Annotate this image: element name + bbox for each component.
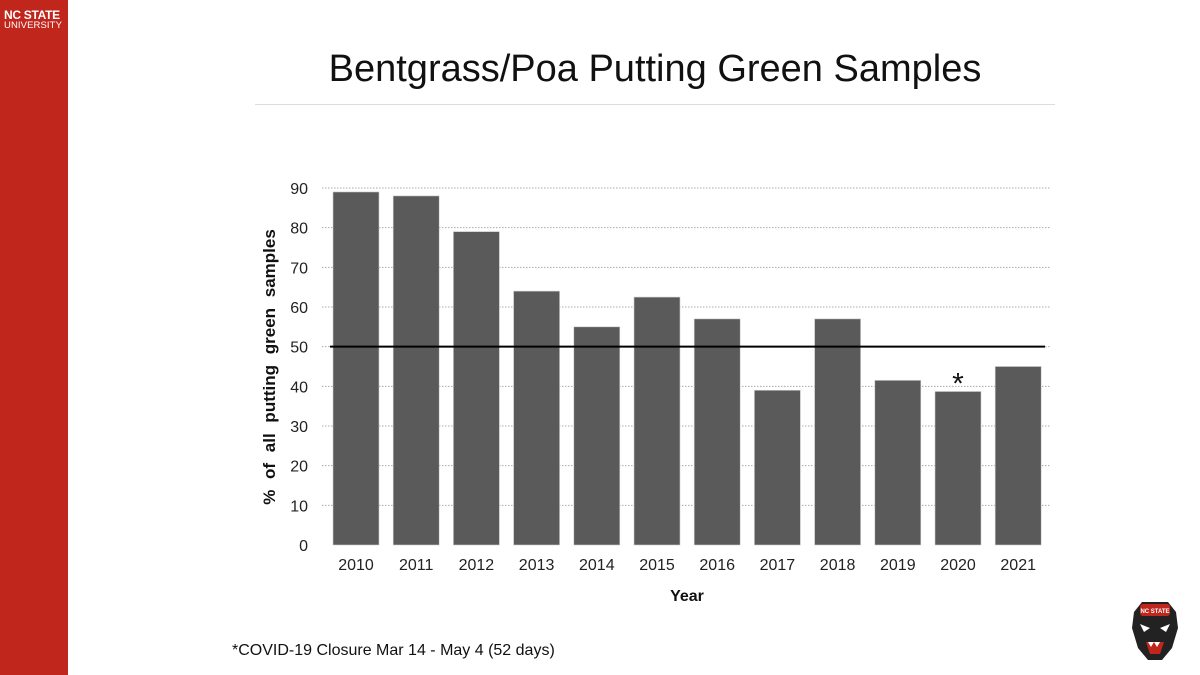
x-tick-label: 2012 xyxy=(459,557,495,574)
bar-2019 xyxy=(874,380,922,546)
y-tick-label: 20 xyxy=(290,459,308,476)
bar-2015 xyxy=(633,296,681,546)
x-tick-label: 2016 xyxy=(699,557,735,574)
bar-2020 xyxy=(934,391,982,546)
bar-2011 xyxy=(392,195,440,546)
x-tick-label: 2021 xyxy=(1000,557,1036,574)
brand-sidebar: NC STATE UNIVERSITY xyxy=(0,0,68,675)
y-axis-label: % of all putting green samples xyxy=(260,229,279,505)
y-tick-label: 30 xyxy=(290,419,308,436)
nc-state-logo: NC STATE UNIVERSITY xyxy=(4,9,62,31)
y-tick-label: 50 xyxy=(290,340,308,357)
y-tick-label: 40 xyxy=(290,379,308,396)
x-tick-label: 2013 xyxy=(519,557,555,574)
x-tick-label: 2015 xyxy=(639,557,675,574)
y-tick-label: 70 xyxy=(290,260,308,277)
x-tick-label: 2010 xyxy=(338,557,374,574)
footnote: *COVID-19 Closure Mar 14 - May 4 (52 day… xyxy=(232,642,555,659)
x-tick-label: 2014 xyxy=(579,557,615,574)
bar-2021 xyxy=(994,366,1042,546)
svg-text:NC STATE: NC STATE xyxy=(1140,609,1169,615)
x-tick-label: 2017 xyxy=(760,557,796,574)
y-tick-label: 80 xyxy=(290,221,308,238)
bar-annotation: * xyxy=(952,367,964,400)
bar-2012 xyxy=(453,231,500,546)
bar-2013 xyxy=(513,290,560,546)
y-tick-label: 60 xyxy=(290,300,308,317)
bar-2017 xyxy=(754,389,801,546)
logo-line2: UNIVERSITY xyxy=(4,20,63,31)
bar-2010 xyxy=(332,191,380,546)
bar-2016 xyxy=(693,318,741,546)
x-tick-label: 2019 xyxy=(880,557,916,574)
bar-2014 xyxy=(573,326,621,546)
logo-line1: NC STATE xyxy=(4,8,60,22)
x-tick-label: 2011 xyxy=(399,557,434,574)
x-tick-label: 2018 xyxy=(820,557,856,574)
title-divider xyxy=(255,104,1055,105)
y-tick-label: 90 xyxy=(290,181,308,198)
bar-2018 xyxy=(814,318,861,546)
x-axis-label: Year xyxy=(670,588,704,605)
wolf-mascot-icon: NC STATE xyxy=(1132,602,1178,660)
slide-title: Bentgrass/Poa Putting Green Samples xyxy=(328,48,982,90)
y-tick-label: 10 xyxy=(290,498,308,515)
x-tick-label: 2020 xyxy=(940,557,976,574)
y-tick-label: 0 xyxy=(299,538,308,555)
